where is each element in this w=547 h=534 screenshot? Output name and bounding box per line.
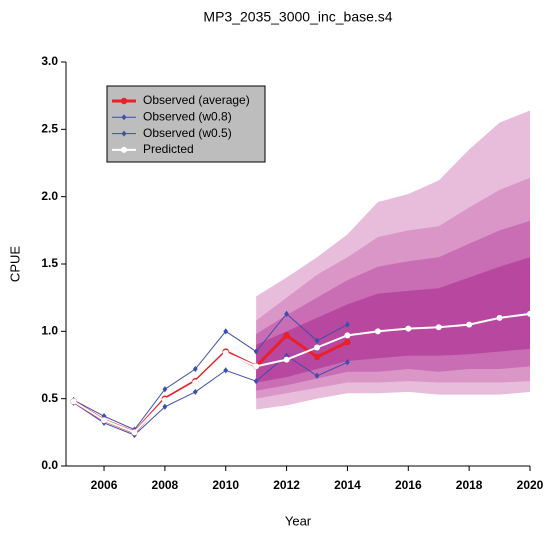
data-point [374, 328, 381, 335]
legend-marker [121, 114, 127, 121]
data-point [314, 337, 320, 344]
forecast-band [256, 257, 530, 383]
data-point [253, 348, 259, 355]
legend-label: Predicted [143, 142, 194, 156]
data-point [496, 314, 503, 321]
data-point [344, 332, 351, 339]
data-point [527, 310, 533, 317]
x-tick-label: 2012 [273, 478, 300, 492]
legend-label: Observed (w0.5) [143, 126, 232, 140]
x-tick-label: 2018 [456, 478, 483, 492]
data-point [131, 429, 138, 436]
legend-marker [121, 146, 127, 153]
x-tick-label: 2020 [517, 478, 544, 492]
data-point [314, 344, 321, 351]
data-point [253, 363, 260, 370]
data-point [283, 356, 290, 363]
series-line [73, 313, 348, 431]
x-axis-title: Year [285, 513, 312, 528]
legend: Observed (average) Observed (w0.8) Observe… [106, 85, 266, 163]
data-point [314, 372, 320, 379]
data-point [222, 349, 229, 356]
data-point [405, 325, 412, 332]
data-point [344, 338, 351, 346]
data-point [162, 386, 168, 393]
y-tick-label: 0.5 [41, 391, 58, 405]
legend-marker [121, 130, 127, 137]
data-point [466, 321, 473, 328]
x-tick-label: 2008 [152, 478, 179, 492]
data-point [192, 388, 198, 396]
data-point [161, 397, 168, 404]
y-tick-label: 2.5 [41, 122, 58, 136]
series-line [73, 312, 531, 434]
x-tick-label: 2010 [212, 478, 239, 492]
data-point [345, 359, 350, 366]
data-point [435, 324, 442, 331]
data-point [223, 367, 229, 374]
data-point [192, 365, 198, 373]
data-point [284, 310, 289, 317]
legend-marker [120, 97, 128, 105]
data-point [313, 353, 321, 361]
data-point [345, 321, 350, 328]
data-point [101, 417, 108, 424]
data-point [162, 403, 168, 410]
data-point [283, 332, 290, 339]
chart-title: MP3_2035_3000_inc_base.s4 [203, 9, 392, 25]
y-tick-label: 1.5 [41, 256, 58, 270]
series-line [73, 354, 348, 436]
y-tick-label: 0.0 [41, 458, 58, 472]
x-tick-label: 2016 [395, 478, 422, 492]
x-tick-label: 2006 [91, 478, 118, 492]
data-point [70, 398, 77, 405]
y-tick-label: 3.0 [41, 54, 58, 68]
legend-label: Observed (average) [143, 93, 250, 107]
data-point [192, 379, 199, 386]
x-tick-label: 2014 [334, 478, 361, 492]
y-tick-label: 2.0 [41, 189, 58, 203]
data-point [223, 328, 229, 335]
y-axis-title: CPUE [7, 246, 22, 282]
legend-label: Observed (w0.8) [143, 109, 232, 123]
y-tick-label: 1.0 [41, 324, 58, 338]
data-point [253, 378, 259, 385]
